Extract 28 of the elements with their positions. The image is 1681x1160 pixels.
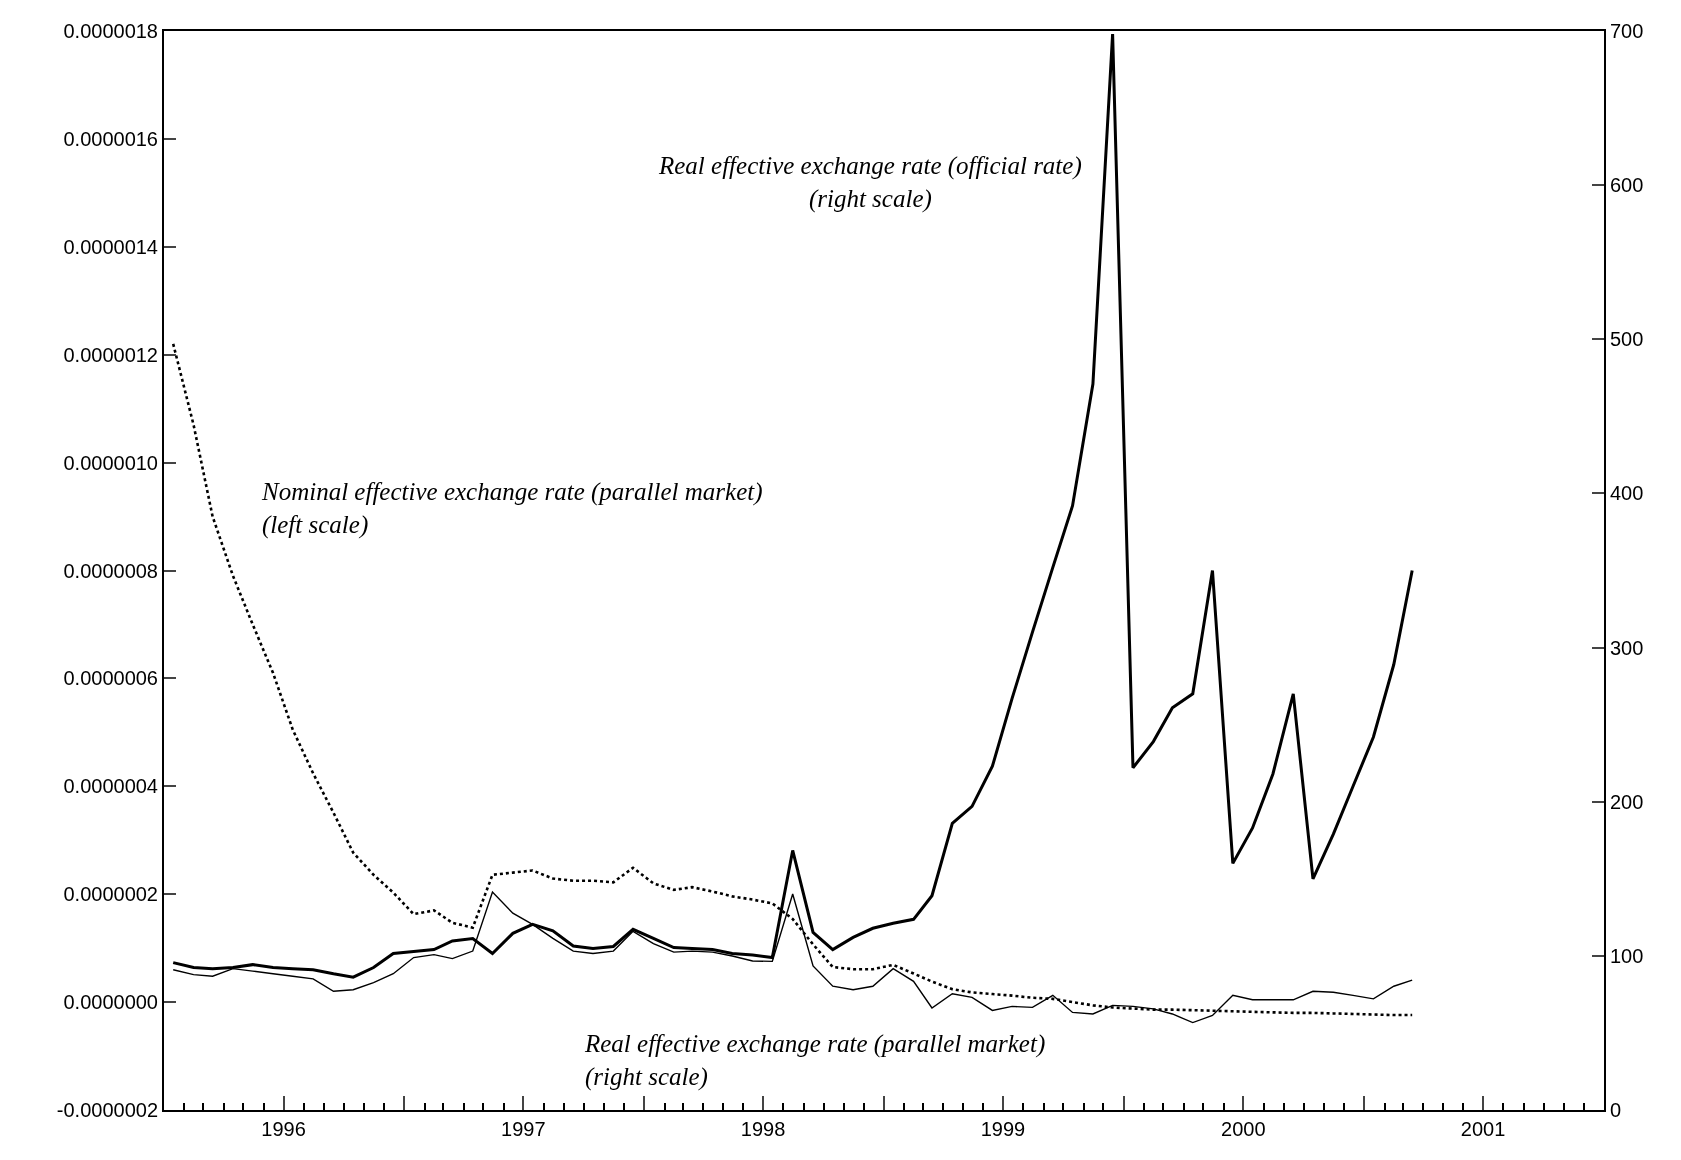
y2-tick-label: 500 [1610, 328, 1644, 351]
y2-tick-label: 600 [1610, 174, 1644, 197]
y-tick-label: 0.0000008 [63, 559, 158, 582]
y2-tick-label: 200 [1610, 790, 1644, 813]
x-tick-label: 2000 [1221, 1118, 1266, 1140]
x-tick-label: 2001 [1460, 1118, 1506, 1140]
y-tick-label: 0.0000016 [63, 127, 158, 150]
x-tick-label: 1997 [501, 1118, 546, 1140]
y-tick-label: 0.0000018 [63, 20, 158, 42]
x-tick-label: 1996 [261, 1118, 306, 1140]
y2-tick-label: 400 [1610, 482, 1644, 505]
series-label: Real effective exchange rate (parallel market) (right scale) [584, 1030, 1046, 1091]
y-tick-label: 0.0000010 [63, 451, 158, 474]
y-tick-label: 0.0000012 [63, 343, 158, 366]
y-tick-label: 0.0000006 [63, 667, 158, 690]
series-label: Nominal effective exchange rate (parallel market) (left scale) [261, 478, 763, 539]
y2-tick-label: 100 [1610, 944, 1644, 967]
y2-tick-label: 700 [1610, 20, 1644, 42]
y2-tick-label: 300 [1610, 636, 1644, 659]
series-label: Real effective exchange rate (official rate) (right scale) [658, 152, 1082, 213]
x-tick-label: 1998 [740, 1118, 786, 1140]
x-tick-label: 1999 [980, 1118, 1026, 1140]
y2-tick-label: 0 [1610, 1099, 1622, 1121]
y-tick-label: -0.0000002 [56, 1099, 158, 1121]
y-tick-label: 0.0000000 [63, 991, 158, 1014]
y-tick-label: 0.0000002 [63, 883, 158, 906]
y-tick-label: 0.0000014 [63, 235, 158, 258]
y-tick-label: 0.0000004 [63, 775, 158, 798]
